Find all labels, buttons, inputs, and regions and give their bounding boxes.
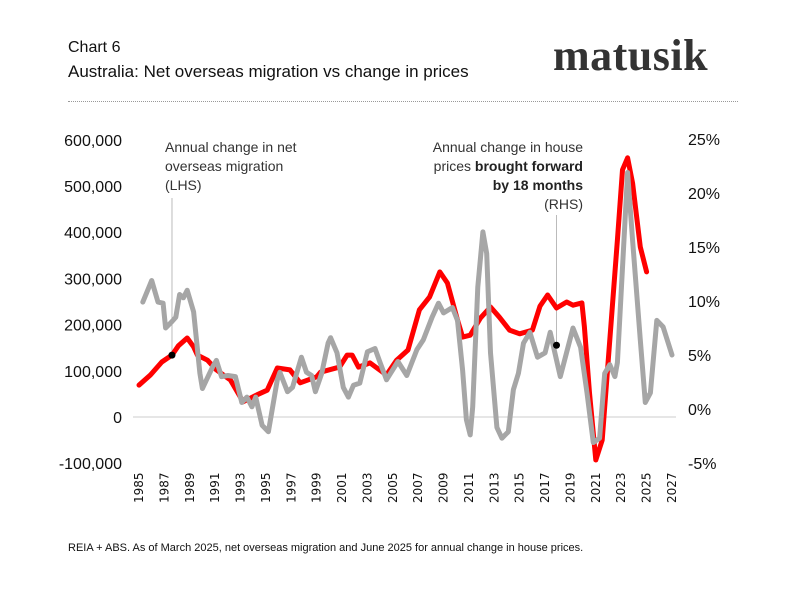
y-left-tick-label: 400,000 — [64, 225, 122, 242]
x-tick-label: 2023 — [614, 472, 628, 503]
annotation-text-part: (LHS) — [165, 177, 202, 193]
house-price-series-line — [140, 170, 675, 445]
x-tick-label: 1999 — [310, 472, 324, 503]
annotation-text-part: (RHS) — [544, 196, 583, 212]
y-right-tick-label: 20% — [688, 186, 720, 203]
annotation-text: by 18 months — [493, 177, 583, 193]
annotation-text-part: overseas migration — [165, 158, 283, 174]
annotation-text-bold: brought forward — [475, 158, 583, 174]
annotation-text: (RHS) — [544, 196, 583, 212]
x-tick-label: 1991 — [208, 472, 222, 503]
y-left-tick-label: 600,000 — [64, 133, 122, 150]
x-tick-label: 2025 — [640, 472, 654, 503]
x-tick-label: 2013 — [487, 472, 501, 503]
x-tick-label: 2009 — [437, 472, 451, 503]
x-tick-label: 2017 — [538, 472, 552, 503]
y-left-tick-label: 0 — [113, 410, 122, 427]
annotation-anchor-dot — [553, 341, 561, 349]
x-tick-label: 1985 — [132, 472, 146, 503]
source-note: REIA + ABS. As of March 2025, net overse… — [68, 542, 584, 554]
y-left-tick-label: 300,000 — [64, 271, 122, 288]
x-tick-label: 2019 — [563, 472, 577, 503]
y-left-tick-label: 200,000 — [64, 318, 122, 335]
chart-subtitle: Australia: Net overseas migration vs cha… — [68, 62, 469, 81]
y-left-tick-label: 500,000 — [64, 179, 122, 196]
x-tick-label: 2007 — [411, 472, 425, 503]
annotation-text-bold: by 18 months — [493, 177, 583, 193]
x-tick-label: 2027 — [665, 472, 679, 503]
header-divider — [68, 101, 738, 102]
y-right-tick-label: -5% — [688, 456, 716, 473]
y-right-tick-label: 10% — [688, 294, 720, 311]
annotation-text: prices brought forward — [434, 158, 583, 174]
annotation-anchor-dot — [168, 351, 176, 359]
chart-title: Chart 6 — [68, 39, 121, 56]
y-left-tick-label: 100,000 — [64, 364, 122, 381]
x-tick-label: 2015 — [513, 472, 527, 503]
matusik-logo: matusik — [553, 31, 709, 80]
annotation-text: Annual change in net — [165, 139, 297, 155]
x-tick-label: 2011 — [462, 472, 476, 503]
annotation-text-part: Annual change in house — [433, 139, 583, 155]
x-tick-label: 1997 — [284, 472, 298, 503]
x-tick-label: 2005 — [386, 472, 400, 503]
x-tick-label: 1987 — [157, 472, 171, 503]
x-tick-label: 1995 — [259, 472, 273, 503]
y-left-tick-label: -100,000 — [59, 456, 122, 473]
x-tick-label: 2001 — [335, 472, 349, 503]
annotation-text: (LHS) — [165, 177, 202, 193]
x-tick-label: 2021 — [589, 472, 603, 503]
annotation-text-part: Annual change in net — [165, 139, 297, 155]
annotation-text-part: prices — [434, 158, 475, 174]
x-tick-label: 2003 — [360, 472, 374, 503]
annotation-text: Annual change in house — [433, 139, 583, 155]
y-right-tick-label: 15% — [688, 240, 720, 257]
annotation-text: overseas migration — [165, 158, 283, 174]
y-right-tick-label: 25% — [688, 132, 720, 149]
x-tick-label: 1989 — [183, 472, 197, 503]
y-right-tick-label: 5% — [688, 348, 711, 365]
x-tick-label: 1993 — [234, 472, 248, 503]
y-right-tick-label: 0% — [688, 402, 711, 419]
